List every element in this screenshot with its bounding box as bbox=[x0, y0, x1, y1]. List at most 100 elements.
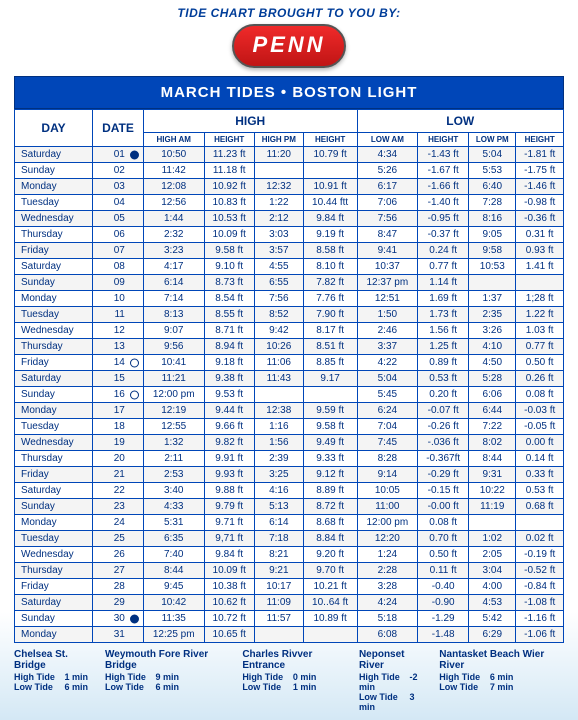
cell-height2: 9.70 ft bbox=[303, 563, 357, 579]
cell-height2: 9.33 ft bbox=[303, 451, 357, 467]
cell-height4: -1.75 ft bbox=[516, 163, 564, 179]
cell-day: Thursday bbox=[15, 563, 93, 579]
cell-height4: -1.06 ft bbox=[516, 627, 564, 643]
location-name: Chelsea St. Bridge bbox=[14, 649, 97, 671]
cell-high-pm: 4:16 bbox=[254, 483, 303, 499]
cell-high-pm: 4:55 bbox=[254, 259, 303, 275]
cell-height1: 9.44 ft bbox=[204, 403, 254, 419]
cell-height3: 1.25 ft bbox=[418, 339, 469, 355]
cell-date: 03 bbox=[93, 179, 144, 195]
cell-height1: 9,71 ft bbox=[204, 531, 254, 547]
col-height1: HEIGHT bbox=[204, 133, 254, 147]
footer-locations: Chelsea St. Bridge High Tide 1 min Low Tid… bbox=[14, 649, 564, 712]
cell-height3: 1.56 ft bbox=[418, 323, 469, 339]
cell-height2: 9.59 ft bbox=[303, 403, 357, 419]
cell-low-pm: 7:22 bbox=[469, 419, 516, 435]
table-row: Monday0312:0810.92 ft12:3210.91 ft6:17-1… bbox=[15, 179, 564, 195]
tide-table: DAY DATE HIGH LOW HIGH AM HEIGHT HIGH PM… bbox=[14, 109, 564, 643]
cell-date: 08 bbox=[93, 259, 144, 275]
high-tide-label: High Tide bbox=[439, 672, 487, 682]
table-row: Monday245:319.71 ft6:148.68 ft12:00 pm0.… bbox=[15, 515, 564, 531]
col-height2: HEIGHT bbox=[303, 133, 357, 147]
cell-high-am: 8:13 bbox=[143, 307, 204, 323]
cell-height3: -1.48 bbox=[418, 627, 469, 643]
low-tide-label: Low Tide bbox=[359, 692, 407, 702]
cell-height4: -0.05 ft bbox=[516, 419, 564, 435]
table-row: Wednesday191:329.82 ft1:569.49 ft7:45-.0… bbox=[15, 435, 564, 451]
cell-height3: -1.43 ft bbox=[418, 147, 469, 163]
cell-height1: 8.71 ft bbox=[204, 323, 254, 339]
col-height3: HEIGHT bbox=[418, 133, 469, 147]
cell-height1: 9.84 ft bbox=[204, 547, 254, 563]
cell-high-am: 12:55 bbox=[143, 419, 204, 435]
table-row: Tuesday118:138.55 ft8:527.90 ft1:501.73 … bbox=[15, 307, 564, 323]
cell-high-pm bbox=[254, 387, 303, 403]
cell-height3: 0.77 ft bbox=[418, 259, 469, 275]
cell-high-am: 6:14 bbox=[143, 275, 204, 291]
location-offset: Neponset RiverHigh Tide -2 minLow Tide 3… bbox=[359, 649, 431, 712]
cell-low-am: 7:56 bbox=[357, 211, 418, 227]
cell-height4: 0.93 ft bbox=[516, 243, 564, 259]
cell-high-am: 12:00 pm bbox=[143, 387, 204, 403]
col-high-am: HIGH AM bbox=[143, 133, 204, 147]
high-tide-value: 1 min bbox=[65, 672, 89, 682]
cell-high-pm: 6:55 bbox=[254, 275, 303, 291]
cell-day: Sunday bbox=[15, 275, 93, 291]
high-tide-label: High Tide bbox=[242, 672, 290, 682]
cell-low-am: 9:41 bbox=[357, 243, 418, 259]
cell-height4: -0.98 ft bbox=[516, 195, 564, 211]
cell-low-am: 1:24 bbox=[357, 547, 418, 563]
cell-height1: 8.94 ft bbox=[204, 339, 254, 355]
cell-date: 19 bbox=[93, 435, 144, 451]
cell-date: 23 bbox=[93, 499, 144, 515]
cell-height2: 9.19 ft bbox=[303, 227, 357, 243]
cell-height1: 9.91 ft bbox=[204, 451, 254, 467]
table-row: Friday073:239.58 ft3:578.58 ft9:410.24 f… bbox=[15, 243, 564, 259]
cell-high-pm: 11:57 bbox=[254, 611, 303, 627]
cell-day: Thursday bbox=[15, 339, 93, 355]
moon-new-icon bbox=[130, 358, 139, 367]
cell-low-am: 3:37 bbox=[357, 339, 418, 355]
cell-height2: 10.91 ft bbox=[303, 179, 357, 195]
cell-high-am: 2:11 bbox=[143, 451, 204, 467]
cell-low-pm: 9:05 bbox=[469, 227, 516, 243]
cell-low-am: 3:28 bbox=[357, 579, 418, 595]
cell-low-am: 2:28 bbox=[357, 563, 418, 579]
table-row: Sunday234:339.79 ft5:138.72 ft11:00-0.00… bbox=[15, 499, 564, 515]
cell-low-am: 9:14 bbox=[357, 467, 418, 483]
cell-height1: 9.38 ft bbox=[204, 371, 254, 387]
cell-height4 bbox=[516, 515, 564, 531]
cell-low-am: 4:22 bbox=[357, 355, 418, 371]
sponsor-label: TIDE CHART BROUGHT TO YOU BY: bbox=[0, 0, 578, 22]
high-tide-value: 9 min bbox=[156, 672, 180, 682]
cell-day: Sunday bbox=[15, 611, 93, 627]
cell-day: Wednesday bbox=[15, 547, 93, 563]
cell-height4: -0.84 ft bbox=[516, 579, 564, 595]
cell-low-am: 12:37 pm bbox=[357, 275, 418, 291]
cell-height1: 9.53 ft bbox=[204, 387, 254, 403]
cell-high-am: 8:44 bbox=[143, 563, 204, 579]
cell-high-pm: 11:20 bbox=[254, 147, 303, 163]
cell-height3: 0.11 ft bbox=[418, 563, 469, 579]
cell-height4: 0.77 ft bbox=[516, 339, 564, 355]
cell-height1: 10.72 ft bbox=[204, 611, 254, 627]
cell-date: 14 bbox=[93, 355, 144, 371]
cell-low-am: 10:37 bbox=[357, 259, 418, 275]
table-row: Saturday0110:5011.23 ft11:2010.79 ft4:34… bbox=[15, 147, 564, 163]
cell-high-pm: 10:17 bbox=[254, 579, 303, 595]
cell-day: Saturday bbox=[15, 483, 93, 499]
cell-height1: 9.71 ft bbox=[204, 515, 254, 531]
cell-day: Sunday bbox=[15, 499, 93, 515]
cell-low-am: 5:04 bbox=[357, 371, 418, 387]
cell-date: 11 bbox=[93, 307, 144, 323]
penn-logo: PENN bbox=[232, 24, 345, 68]
cell-height2: 10..64 ft bbox=[303, 595, 357, 611]
table-row: Monday1712:199.44 ft12:389.59 ft6:24-0.0… bbox=[15, 403, 564, 419]
cell-day: Saturday bbox=[15, 147, 93, 163]
cell-high-am: 12:25 pm bbox=[143, 627, 204, 643]
cell-height4: -0.03 ft bbox=[516, 403, 564, 419]
cell-date: 13 bbox=[93, 339, 144, 355]
table-row: Saturday223:409.88 ft4:168.89 ft10:05-0.… bbox=[15, 483, 564, 499]
cell-height4: -1.46 ft bbox=[516, 179, 564, 195]
cell-high-am: 7:40 bbox=[143, 547, 204, 563]
